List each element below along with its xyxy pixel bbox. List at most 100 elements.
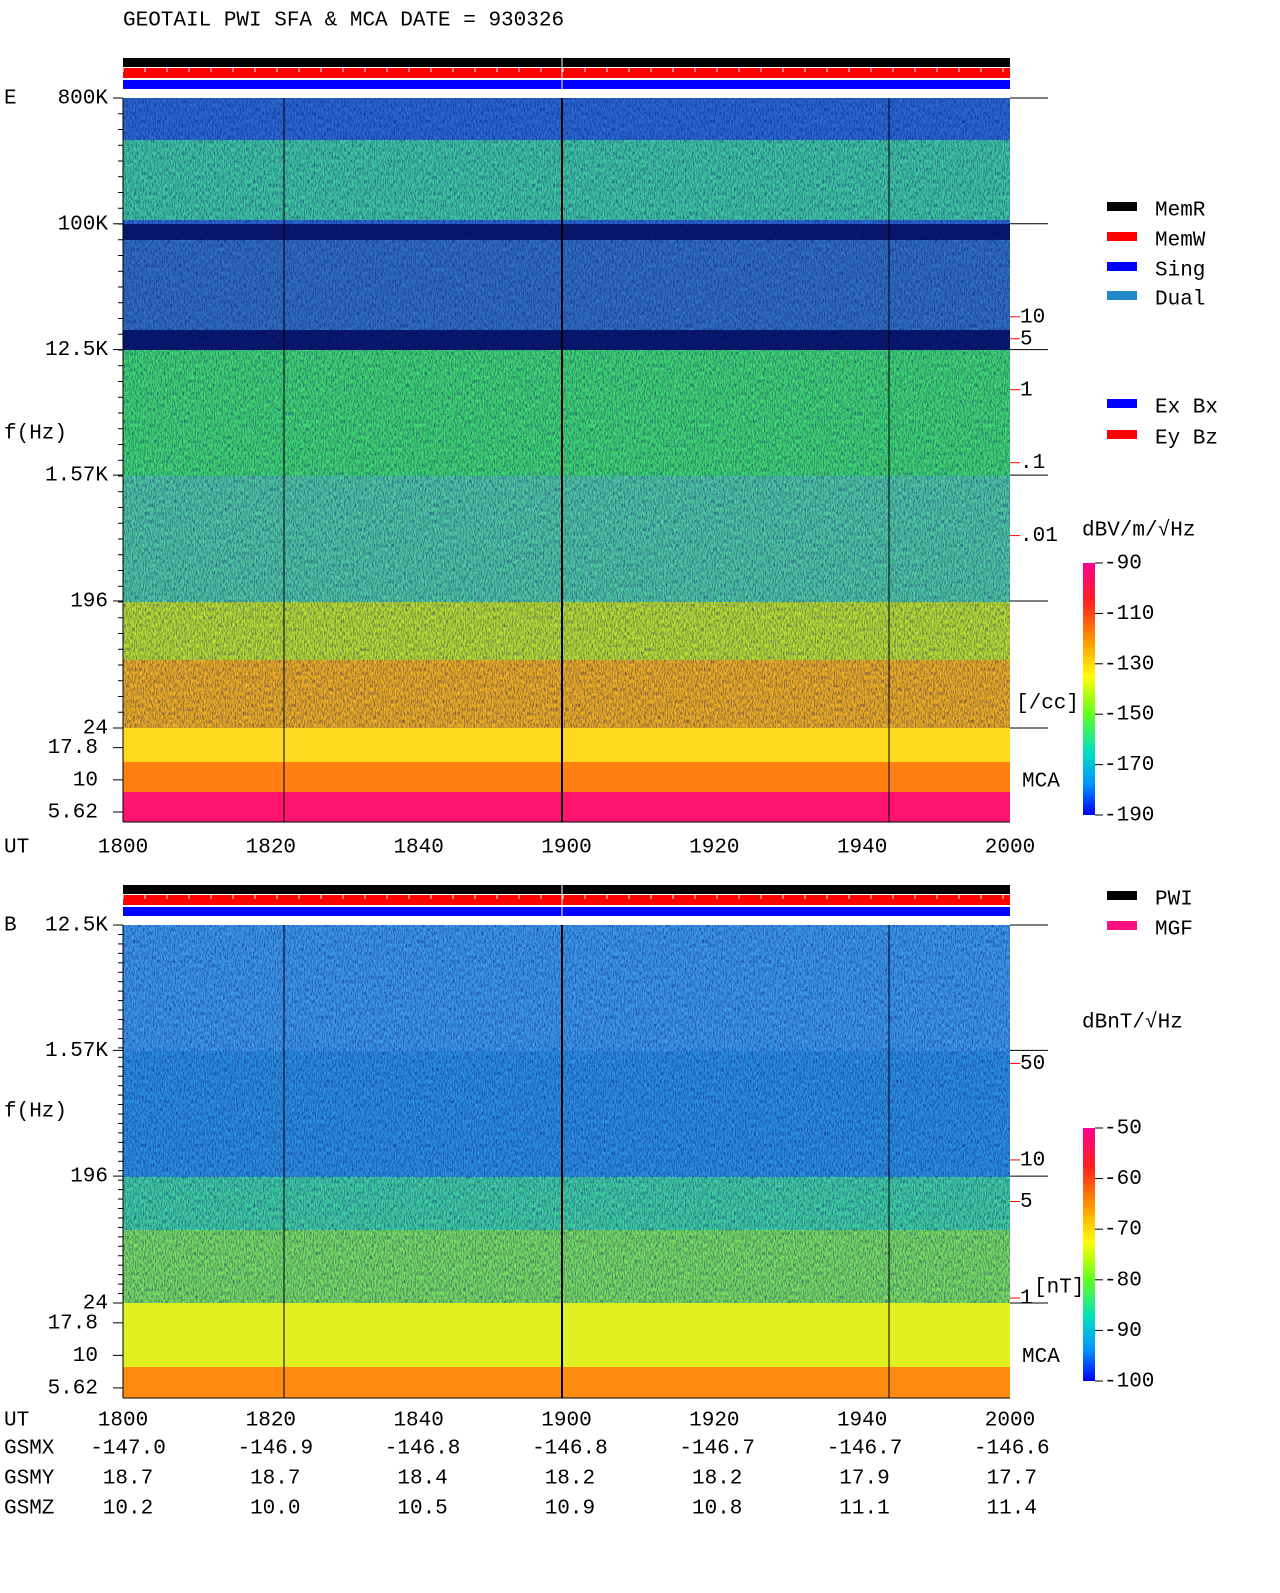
spectrogram-noise: [123, 925, 1010, 1303]
spectrogram-band: [123, 792, 1010, 822]
status-bar: [123, 80, 1010, 89]
colorbar: [1083, 563, 1095, 815]
spectrogram-band: [123, 1367, 1010, 1398]
y2-tick-label: .01: [1020, 525, 1058, 548]
mca-label: MCA: [1022, 1346, 1060, 1369]
x-tick-label: 1940: [837, 837, 887, 860]
x-tick-label: 1800: [98, 1410, 148, 1433]
orbit-value: 18.7: [250, 1468, 300, 1491]
y-axis-label: f(Hz): [4, 423, 67, 446]
orbit-value: -146.9: [237, 1438, 313, 1461]
status-bar: [123, 68, 1010, 78]
x-tick-label: 1920: [689, 837, 739, 860]
y2-tick-label: 5: [1020, 1191, 1033, 1214]
y2-unit: [/cc]: [1016, 693, 1079, 716]
y-tick-label: 196: [70, 591, 108, 614]
colorbar-tick-label: -70: [1104, 1219, 1142, 1242]
spectrogram-noise: [123, 98, 1010, 728]
y2-tick-label: 50: [1020, 1053, 1045, 1076]
orbit-value: 18.2: [692, 1468, 742, 1491]
colorbar-tick-label: -150: [1104, 704, 1154, 727]
spectrogram-band: [123, 1303, 1010, 1367]
legend-label: Ey Bz: [1155, 428, 1218, 451]
orbit-value: 18.7: [103, 1468, 153, 1491]
orbit-row-label: GSMY: [4, 1468, 55, 1491]
x-tick-label: 1920: [689, 1410, 739, 1433]
colorbar-tick-label: -170: [1104, 754, 1154, 777]
y2-tick-label: 10: [1020, 1149, 1045, 1172]
orbit-value: 10.0: [250, 1498, 300, 1521]
colorbar-tick-label: -100: [1104, 1371, 1154, 1394]
orbit-value: -147.0: [90, 1438, 166, 1461]
x-tick-label: 2000: [985, 837, 1035, 860]
legend-label: MemR: [1155, 200, 1206, 223]
mca-label: MCA: [1022, 771, 1060, 794]
y-tick-label: 12.5K: [45, 915, 108, 938]
x-tick-label: 1900: [541, 1410, 591, 1433]
legend-label: Ex Bx: [1155, 397, 1218, 420]
orbit-value: 10.2: [103, 1498, 153, 1521]
mca-tick-label: 17.8: [48, 1312, 98, 1335]
colorbar-tick-label: -90: [1104, 1320, 1142, 1343]
orbit-row-label: GSMX: [4, 1438, 55, 1461]
title: GEOTAIL PWI SFA & MCA DATE = 930326: [123, 10, 564, 33]
y-tick-label: 196: [70, 1166, 108, 1189]
orbit-value: -146.8: [532, 1438, 608, 1461]
status-bar: [123, 885, 1010, 894]
mca-tick-label: 10: [73, 769, 98, 792]
legend-swatch: [1107, 430, 1137, 439]
orbit-value: 10.8: [692, 1498, 742, 1521]
mca-tick-label: 5.62: [48, 802, 98, 825]
y-tick-label: 800K: [58, 88, 109, 111]
y2-tick-label: .1: [1020, 452, 1045, 475]
legend-label: MemW: [1155, 230, 1206, 253]
colorbar-tick-label: -50: [1104, 1118, 1142, 1141]
mca-tick-label: 5.62: [48, 1377, 98, 1400]
panel-label: B: [4, 915, 17, 938]
mca-tick-label: 10: [73, 1345, 98, 1368]
colorbar-tick-label: -190: [1104, 805, 1154, 828]
y2-tick-label: 5: [1020, 328, 1033, 351]
orbit-value: 18.2: [545, 1468, 595, 1491]
status-bar: [123, 907, 1010, 916]
orbit-value: -146.7: [827, 1438, 903, 1461]
y-tick-label: 1.57K: [45, 465, 108, 488]
legend-swatch: [1107, 291, 1137, 300]
x-tick-label: 1840: [393, 837, 443, 860]
colorbar-tick-label: -110: [1104, 603, 1154, 626]
x-tick-label: 1820: [246, 837, 296, 860]
orbit-value: 17.9: [839, 1468, 889, 1491]
y-tick-label: 1.57K: [45, 1040, 108, 1063]
y2-unit: [nT]: [1034, 1277, 1084, 1300]
orbit-value: -146.7: [679, 1438, 755, 1461]
colorbar-tick-label: -60: [1104, 1168, 1142, 1191]
x-tick-label: 1840: [393, 1410, 443, 1433]
x-axis-label: UT: [4, 837, 29, 860]
x-tick-label: 1900: [541, 837, 591, 860]
legend-swatch: [1107, 891, 1137, 900]
colorbar-tick-label: -80: [1104, 1269, 1142, 1292]
legend-label: MGF: [1155, 919, 1193, 942]
spectrogram-band: [123, 728, 1010, 762]
colorbar-tick-label: -90: [1104, 553, 1142, 576]
y2-tick-label: 1: [1020, 1288, 1033, 1311]
colorbar-unit: dBnT/√Hz: [1082, 1011, 1183, 1035]
legend-label: PWI: [1155, 889, 1193, 912]
x-tick-label: 1940: [837, 1410, 887, 1433]
y-tick-label: 24: [83, 718, 108, 741]
orbit-value: -146.8: [385, 1438, 461, 1461]
orbit-value: 17.7: [987, 1468, 1037, 1491]
legend-label: Dual: [1155, 289, 1205, 312]
legend-swatch: [1107, 232, 1137, 241]
x-tick-label: 1800: [98, 837, 148, 860]
y2-tick-label: 10: [1020, 306, 1045, 329]
y-tick-label: 100K: [58, 213, 109, 236]
orbit-value: 18.4: [397, 1468, 447, 1491]
legend-label: Sing: [1155, 260, 1205, 283]
orbit-value: 10.5: [397, 1498, 447, 1521]
legend-swatch: [1107, 399, 1137, 408]
colorbar-unit: dBV/m/√Hz: [1082, 519, 1195, 543]
y-tick-label: 24: [83, 1293, 108, 1316]
spectrogram-band: [123, 762, 1010, 792]
